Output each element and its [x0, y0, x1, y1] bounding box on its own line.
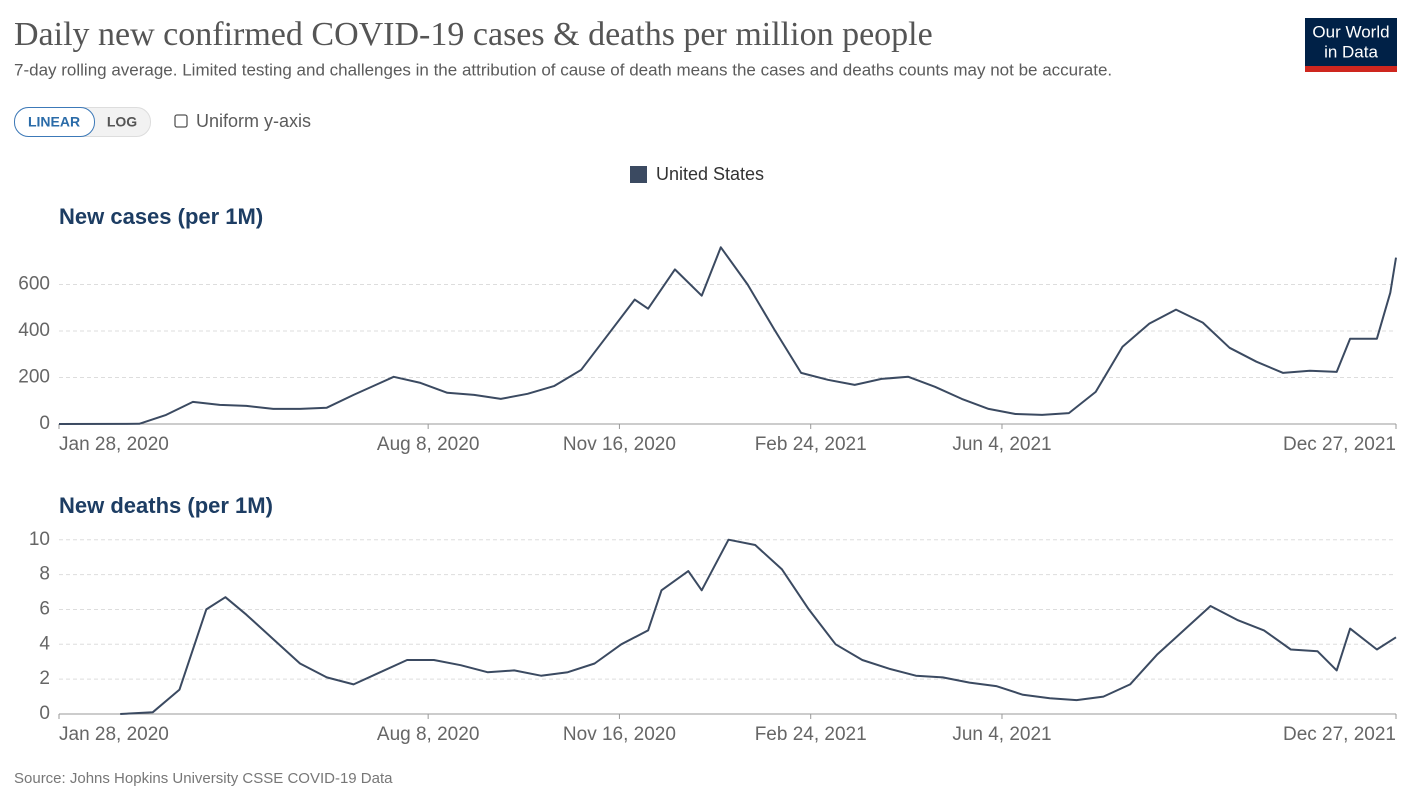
chart-title: New cases (per 1M): [59, 204, 263, 229]
x-tick-label: Aug 8, 2020: [377, 724, 479, 745]
uniform-label[interactable]: Uniform y-axis: [196, 111, 311, 131]
x-tick-label: Dec 27, 2021: [1283, 434, 1396, 455]
y-tick-label: 10: [29, 529, 50, 550]
y-tick-label: 6: [39, 598, 50, 619]
chart-title: New deaths (per 1M): [59, 493, 273, 518]
toggle-active[interactable]: [14, 107, 95, 137]
x-tick-label: Dec 27, 2021: [1283, 724, 1396, 745]
y-tick-label: 4: [39, 633, 50, 654]
logo-bar: [1305, 66, 1397, 72]
y-tick-label: 200: [18, 367, 50, 388]
linear-button[interactable]: LINEAR: [28, 114, 80, 130]
x-tick-label: Nov 16, 2020: [563, 434, 676, 455]
checkbox[interactable]: [174, 114, 188, 128]
y-tick-label: 400: [18, 320, 50, 341]
y-tick-label: 2: [39, 668, 50, 689]
x-tick-label: Jun 4, 2021: [952, 724, 1051, 745]
line: [120, 538, 1397, 715]
source: Source: Johns Hopkins University CSSE CO…: [14, 770, 393, 787]
x-tick-label: Jan 28, 2020: [59, 724, 169, 745]
x-tick-label: Feb 24, 2021: [755, 434, 867, 455]
y-tick-label: 0: [39, 413, 50, 434]
logo-text: Our World: [1312, 22, 1389, 41]
y-tick-label: 600: [18, 274, 50, 295]
y-tick-label: 8: [39, 564, 50, 585]
y-tick-label: 0: [39, 703, 50, 724]
page-title: Daily new confirmed COVID-19 cases & dea…: [14, 16, 933, 53]
x-tick-label: Jun 4, 2021: [952, 434, 1051, 455]
logo-box: [1305, 18, 1397, 66]
log-button[interactable]: LOG: [107, 114, 137, 130]
line: [58, 246, 1397, 425]
x-tick-label: Jan 28, 2020: [59, 434, 169, 455]
logo-text: in Data: [1324, 42, 1378, 61]
x-tick-label: Aug 8, 2020: [377, 434, 479, 455]
legend-label[interactable]: United States: [656, 164, 764, 184]
x-tick-label: Nov 16, 2020: [563, 724, 676, 745]
page-subtitle: 7-day rolling average. Limited testing a…: [14, 60, 1112, 79]
logo[interactable]: Our World in Data: [1305, 18, 1397, 72]
x-tick-label: Feb 24, 2021: [755, 724, 867, 745]
legend-swatch[interactable]: [630, 166, 647, 183]
scale-toggle[interactable]: LINEAR LOG: [14, 107, 151, 137]
